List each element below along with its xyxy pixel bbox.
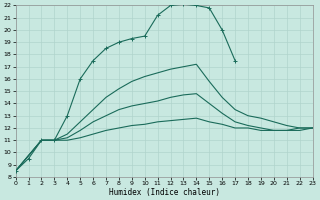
X-axis label: Humidex (Indice chaleur): Humidex (Indice chaleur) xyxy=(108,188,220,197)
